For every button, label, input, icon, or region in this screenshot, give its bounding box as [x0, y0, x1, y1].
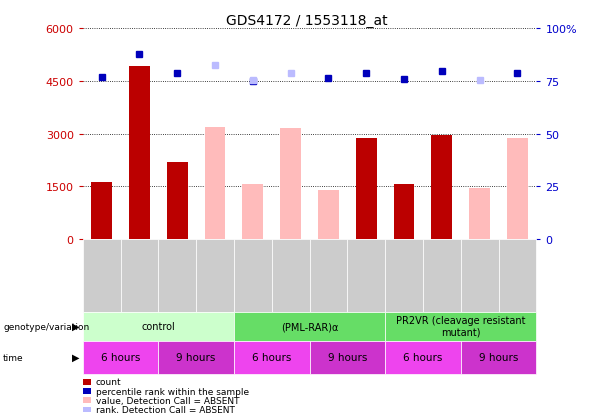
Text: 6 hours: 6 hours [101, 352, 140, 362]
Text: rank, Detection Call = ABSENT: rank, Detection Call = ABSENT [96, 405, 235, 413]
Text: ▶: ▶ [72, 321, 80, 331]
Text: GDS4172 / 1553118_at: GDS4172 / 1553118_at [226, 14, 387, 28]
Bar [318, 190, 339, 240]
Text: control: control [142, 321, 175, 331]
Bar [280, 128, 301, 240]
Text: value, Detection Call = ABSENT: value, Detection Call = ABSENT [96, 396, 239, 405]
Text: time: time [3, 353, 24, 362]
Text: (PML-RAR)α: (PML-RAR)α [281, 321, 338, 331]
Bar [205, 127, 226, 240]
Bar [243, 185, 263, 240]
Text: genotype/variation: genotype/variation [3, 322, 89, 331]
Text: 6 hours: 6 hours [403, 352, 443, 362]
Text: PR2VR (cleavage resistant
mutant): PR2VR (cleavage resistant mutant) [396, 316, 525, 337]
Text: 6 hours: 6 hours [252, 352, 291, 362]
Bar [356, 138, 376, 240]
Bar [394, 185, 414, 240]
Bar [432, 135, 452, 240]
Text: 9 hours: 9 hours [328, 352, 367, 362]
Bar [91, 183, 112, 240]
Text: 9 hours: 9 hours [479, 352, 518, 362]
Text: percentile rank within the sample: percentile rank within the sample [96, 387, 249, 396]
Bar [507, 138, 528, 240]
Bar [470, 189, 490, 240]
Text: count: count [96, 377, 121, 387]
Bar [129, 67, 150, 240]
Bar [167, 162, 188, 240]
Text: 9 hours: 9 hours [177, 352, 216, 362]
Text: ▶: ▶ [72, 352, 80, 362]
